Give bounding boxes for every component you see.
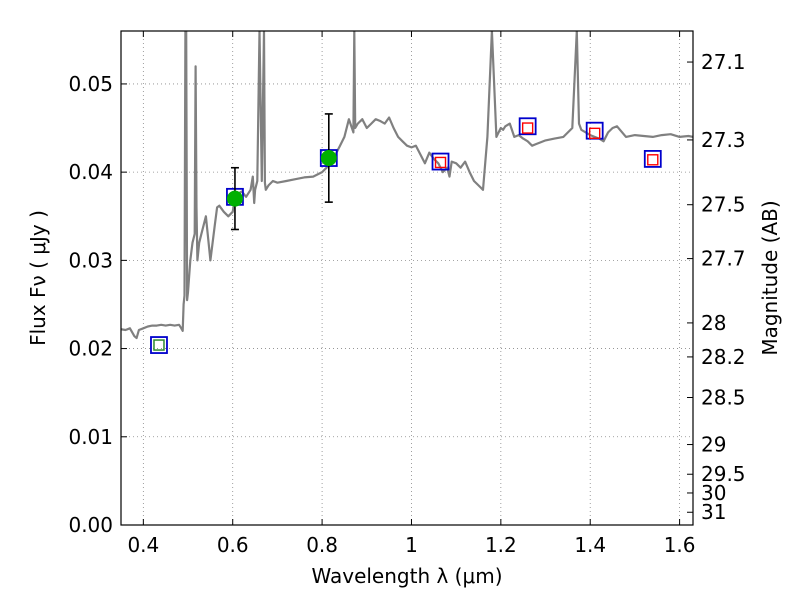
mag-tick-label: 27.7: [701, 247, 746, 271]
photometry-box: [150, 336, 168, 354]
mag-tick-label: 29: [701, 433, 726, 457]
y-tick-label: 0.02: [68, 337, 113, 361]
ticks-layer: 0.4 0.6 0.8 1 1.2 1.4 1.6 0.00 0.01 0.02 0.03 0.04 0…: [68, 31, 746, 557]
series-layer: [121, 31, 693, 340]
y-tick-label: 0.01: [68, 425, 113, 449]
y-tick-label: 0.00: [68, 513, 113, 537]
x-tick-label: 1: [405, 533, 418, 557]
detection-point: [226, 190, 243, 207]
upper-limit-marker: [647, 154, 659, 166]
x-tick-label: 0.4: [127, 533, 159, 557]
mag-tick-label: 28: [701, 311, 726, 335]
photometry-box: [643, 150, 662, 168]
mag-tick-label: 27.1: [701, 50, 746, 74]
mag-tick-label: 28.2: [701, 345, 746, 369]
mag-tick-label: 28.5: [701, 385, 746, 409]
x-tick-label: 1.2: [485, 533, 517, 557]
x-tick-label: 0.8: [306, 533, 338, 557]
x-tick-label: 1.4: [574, 533, 606, 557]
spectrum-line: [121, 31, 693, 340]
x-axis-label: Wavelength λ (μm): [311, 564, 502, 588]
upper-limit-marker: [588, 127, 601, 140]
y-tick-label: 0.03: [68, 248, 113, 272]
upper-limit-marker: [434, 156, 447, 169]
plot-frame: [120, 30, 694, 526]
y-tick-label: 0.05: [68, 72, 113, 96]
detection-point: [320, 150, 337, 167]
mag-tick-label: 30: [701, 481, 726, 505]
y-axis-label: Flux Fν ( μJy ): [26, 210, 50, 346]
mag-tick-label: 29.5: [701, 462, 746, 486]
x-tick-label: 1.6: [664, 533, 696, 557]
upper-limit-marker: [521, 122, 534, 134]
model-green-square: [153, 339, 165, 351]
photometry-box: [431, 152, 450, 171]
mag-tick-label: 27.3: [701, 128, 746, 152]
photometry-box: [518, 117, 537, 136]
markers-layer: [150, 113, 662, 354]
mag-tick-label: 31: [701, 500, 726, 524]
mag-tick-label: 27.5: [701, 193, 746, 217]
grid: [121, 31, 693, 526]
y-axis-right-label: Magnitude (AB): [758, 200, 782, 355]
plot-area: [121, 31, 693, 340]
x-tick-label: 0.6: [217, 533, 249, 557]
y-tick-label: 0.04: [68, 160, 113, 184]
